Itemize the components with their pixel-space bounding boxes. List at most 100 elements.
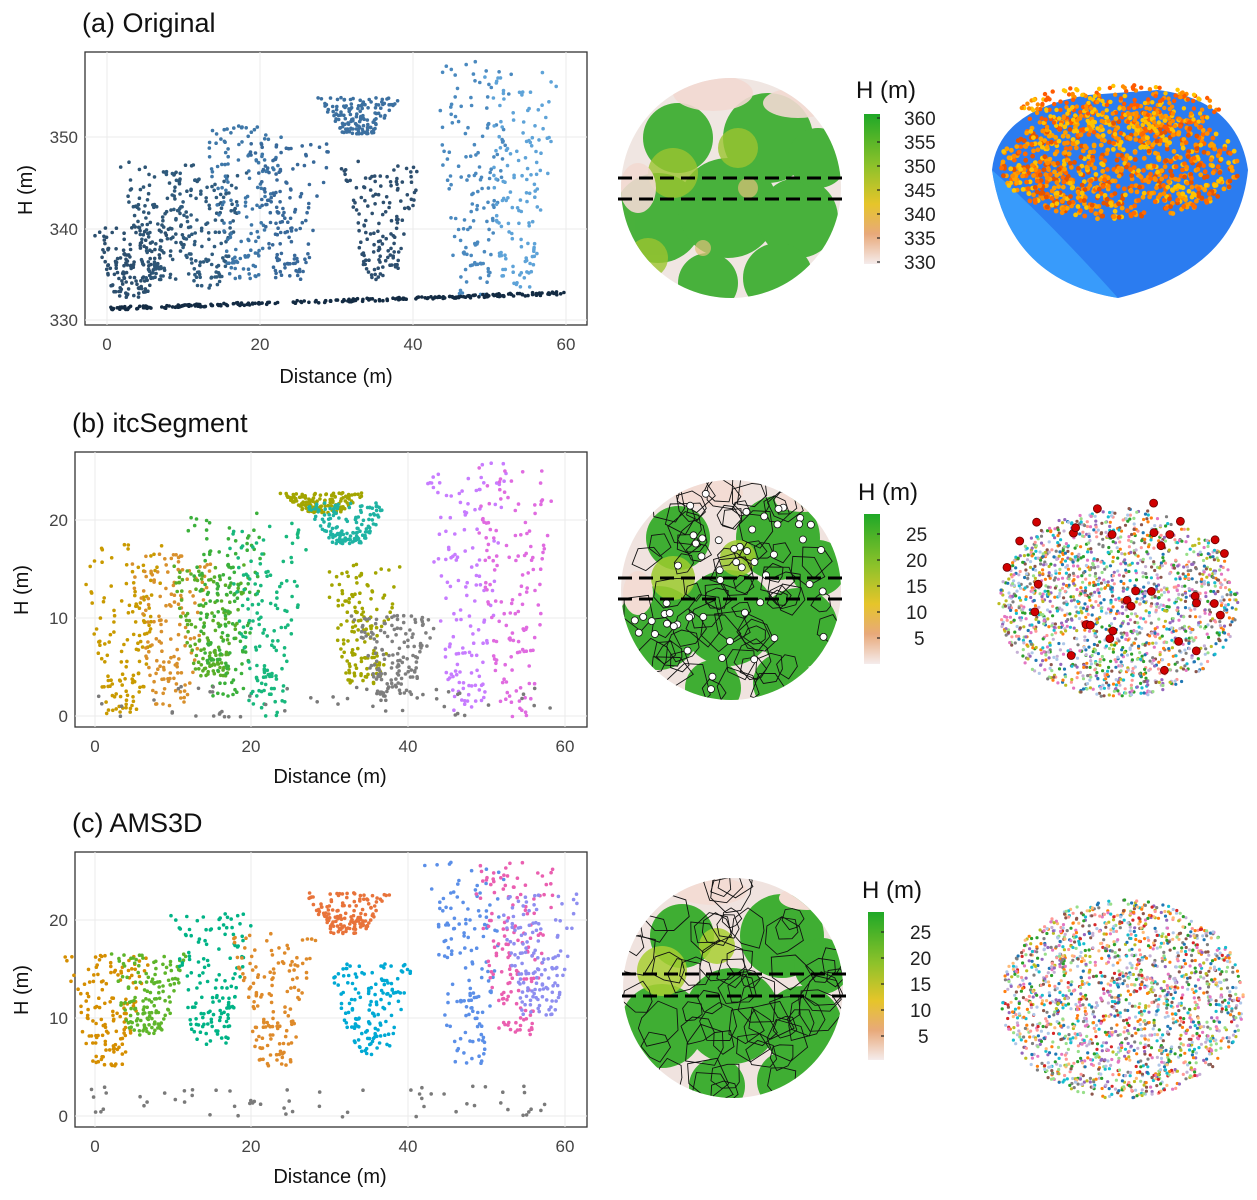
data-point [132,293,136,298]
cloud-point [1089,550,1093,554]
cloud-point [1118,683,1122,687]
data-point [202,624,206,628]
data-point [487,82,491,87]
data-point [383,210,388,214]
data-point [485,219,489,224]
cloud-point [1152,119,1157,125]
crown-outline [685,582,703,602]
cloud-point [1124,164,1129,170]
treetop-marker [665,609,674,617]
cloud-point [1111,555,1115,559]
panel-title: (a) Original [82,8,216,38]
cloud-point [1085,165,1090,171]
ground-point [371,704,375,709]
y-tick-label: 340 [50,220,78,239]
data-point [348,537,353,542]
cloud-point [1075,519,1079,523]
cloud-point [1119,205,1125,211]
data-point [120,279,124,283]
data-point [362,224,367,228]
cloud-point [1031,148,1036,154]
data-point [118,286,122,290]
cloud-point [1099,581,1103,585]
data-point [443,647,448,652]
data-point [400,180,405,184]
data-point [353,592,357,596]
data-point [193,625,198,629]
data-point [475,668,479,673]
data-point [218,192,223,197]
data-point [466,476,471,481]
data-point [130,610,135,614]
data-point [246,267,251,272]
data-point [128,710,132,714]
data-point [278,189,282,194]
cloud-point [1098,177,1103,182]
data-point [336,598,341,603]
data-point [368,635,373,639]
data-point [374,501,378,505]
data-point [111,708,115,713]
data-point [451,253,455,258]
data-point [132,586,137,591]
data-point [356,221,361,225]
data-point [463,651,467,655]
data-point [354,534,359,538]
data-point [499,497,503,501]
data-point [259,705,264,710]
data-point [300,494,305,499]
cloud-point [1086,547,1090,551]
data-point [253,264,258,269]
data-point [197,667,201,671]
data-point [181,245,185,250]
cloud-point [1006,155,1012,161]
cloud-point [1161,197,1167,203]
cloud-point [1014,144,1020,149]
data-point [114,707,118,711]
data-point [345,619,349,623]
cloud-point [1207,143,1213,148]
data-point [147,623,151,628]
data-point [404,632,408,636]
data-point [164,603,168,608]
data-point [514,558,518,563]
data-point [475,563,479,567]
data-point [324,165,329,170]
data-point [340,571,344,576]
cloud-point [1066,92,1072,97]
data-point [477,165,482,169]
data-point [260,246,265,251]
data-point [128,247,133,252]
data-point [226,147,230,151]
cloud-point [1040,128,1046,134]
cloud-point [1184,164,1190,170]
data-point [224,249,229,253]
data-point [339,95,343,100]
cloud-point [1160,114,1165,119]
cloud-point [1136,554,1140,558]
data-point [262,137,267,141]
data-point [209,577,213,582]
data-point [249,231,253,236]
data-point [387,108,392,113]
cloud-point [1066,151,1072,157]
data-point [349,614,354,618]
ground-point [196,686,201,691]
data-point [473,507,477,512]
data-point [401,655,406,659]
data-point [510,598,515,602]
cloud-point [1165,640,1169,644]
data-point [224,188,228,193]
data-point [525,270,529,274]
data-point [495,219,499,224]
ground-point [477,295,481,299]
data-point [347,597,352,601]
data-point [373,646,378,650]
cloud-point [1067,127,1073,132]
data-point [262,664,267,668]
cloud-point [1210,170,1216,176]
crown-outline [631,546,663,572]
cloud-point [1053,595,1057,599]
data-point [466,227,470,232]
data-point [413,655,418,659]
